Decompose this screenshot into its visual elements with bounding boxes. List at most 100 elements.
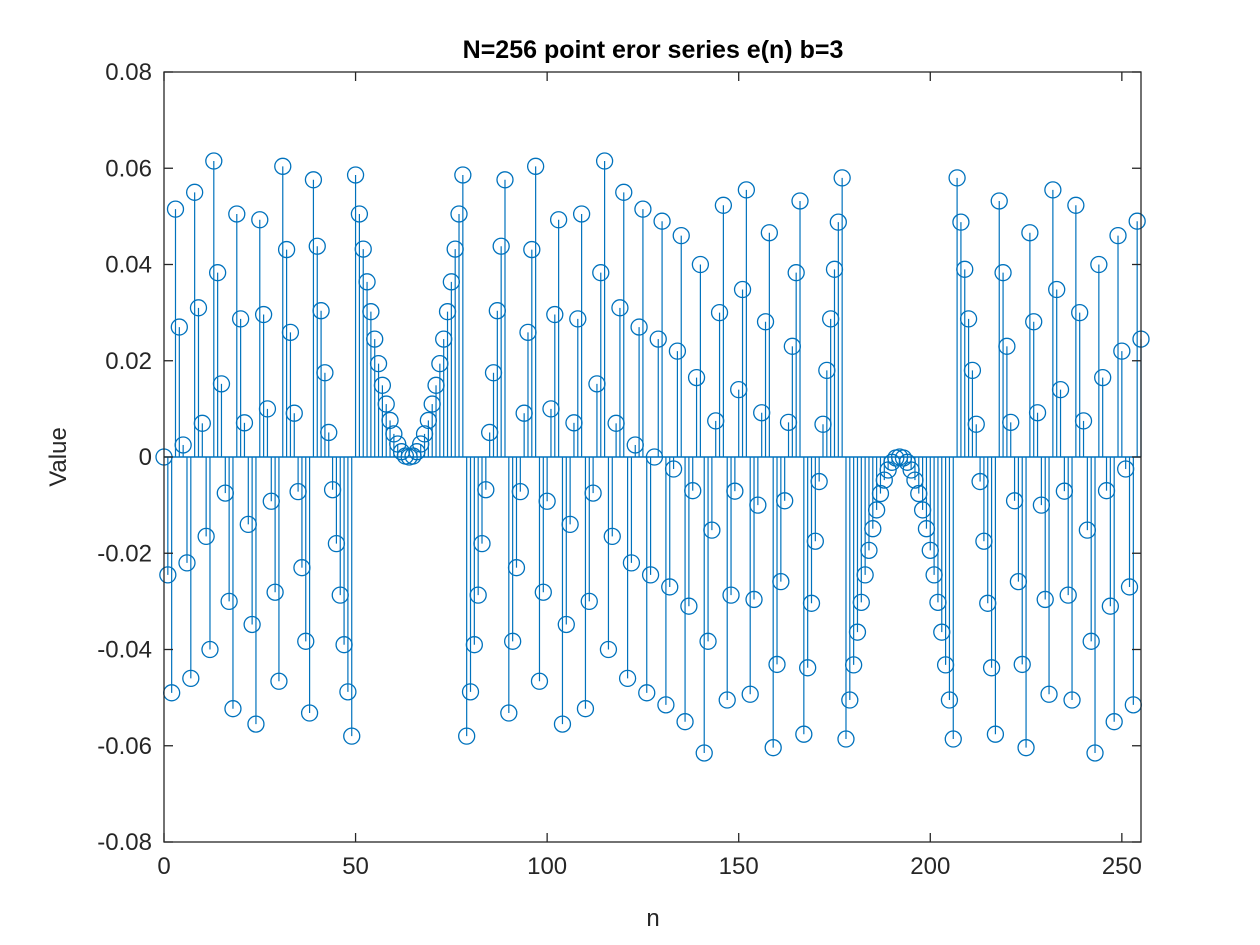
stem-marker	[753, 404, 771, 422]
stem-marker	[979, 594, 997, 612]
stem-marker	[216, 484, 234, 502]
stem-marker	[228, 205, 246, 223]
stem-marker	[998, 337, 1016, 355]
stem-marker	[412, 435, 430, 453]
stem-marker	[588, 375, 606, 393]
stem-marker	[565, 414, 583, 432]
stem-marker	[465, 636, 483, 654]
stem-marker	[1032, 496, 1051, 514]
stem-marker	[362, 303, 380, 321]
stem-marker	[1044, 181, 1062, 199]
stem-marker	[611, 299, 629, 317]
stem-marker	[300, 704, 319, 722]
stem-marker	[1036, 590, 1054, 609]
stem-marker	[408, 443, 426, 461]
stem-marker	[553, 715, 572, 733]
stem-marker	[952, 213, 970, 231]
y-axis-ticks: -0.08 -0.06 -0.04 -0.02 0 0.02 0.04 0.06 0.08	[97, 59, 1141, 856]
stem-marker	[423, 395, 441, 413]
stem-marker	[289, 482, 307, 501]
stem-marker	[323, 481, 342, 499]
stem-marker	[534, 583, 552, 601]
stem-marker	[492, 237, 510, 255]
stem-marker	[687, 368, 706, 387]
stem-marker	[205, 152, 223, 170]
x-axis-ticks: 0 50 100 150 200 250	[157, 72, 1142, 880]
stem-marker	[664, 460, 683, 478]
stem-marker	[1113, 342, 1131, 360]
stem-marker	[799, 659, 817, 677]
stem-marker	[645, 448, 664, 466]
stem-markers	[155, 152, 1150, 762]
stem-marker	[281, 323, 300, 342]
stem-marker	[1040, 685, 1058, 703]
stem-marker	[940, 691, 959, 709]
stem-marker	[159, 566, 177, 584]
y-tick-label: -0.08	[97, 829, 152, 856]
stem-marker	[867, 501, 886, 519]
x-tick-label: 50	[342, 853, 369, 880]
stem-marker	[695, 744, 713, 762]
stem-marker	[1067, 196, 1085, 214]
stem-marker	[921, 541, 939, 560]
stem-marker	[956, 260, 974, 278]
stem-marker	[871, 484, 890, 503]
stem-marker	[848, 623, 867, 641]
stem-marker	[810, 472, 828, 491]
stem-marker	[212, 375, 231, 393]
stem-marker	[814, 415, 832, 433]
stem-marker	[684, 482, 702, 500]
stem-marker	[576, 700, 595, 718]
stem-marker	[615, 183, 633, 201]
stem-marker	[837, 730, 855, 748]
stem-marker	[1055, 482, 1074, 500]
stem-marker	[963, 361, 982, 380]
stem-marker	[699, 632, 717, 650]
stem-marker	[959, 310, 978, 328]
chart-title: N=256 point eror series e(n) b=3	[463, 36, 844, 64]
stem-marker	[925, 566, 943, 584]
stem-marker	[852, 593, 870, 611]
stem-marker	[898, 453, 916, 471]
stem-marker	[1086, 744, 1104, 762]
stem-marker	[1002, 413, 1020, 432]
stem-marker	[277, 240, 296, 259]
stem-marker	[741, 685, 759, 703]
stem-marker	[622, 554, 641, 572]
stem-marker	[967, 415, 985, 433]
stem-marker	[772, 572, 790, 591]
stem-marker	[473, 534, 491, 553]
y-tick-label: 0	[139, 444, 152, 471]
stem-marker	[369, 354, 388, 373]
stem-marker	[343, 727, 361, 745]
stem-marker	[779, 413, 798, 432]
stem-marker	[707, 412, 725, 430]
stem-marker	[469, 586, 487, 604]
stem-marker	[431, 354, 449, 373]
stem-marker	[308, 237, 326, 255]
stem-marker	[672, 226, 690, 245]
stem-marker	[481, 423, 499, 442]
stem-marker	[833, 169, 851, 187]
stem-marker	[515, 404, 533, 422]
stem-marker	[297, 632, 315, 650]
stem-lines	[167, 161, 1142, 753]
stem-marker	[549, 211, 568, 229]
stem-marker	[526, 157, 545, 175]
stem-marker	[350, 205, 369, 223]
stem-marker	[358, 273, 376, 291]
stem-marker	[458, 727, 476, 745]
stem-marker	[247, 715, 265, 733]
stem-marker	[381, 411, 399, 430]
stem-marker	[879, 461, 897, 479]
stem-marker	[1051, 380, 1070, 399]
y-tick-label: 0.08	[105, 59, 152, 86]
stem-marker	[542, 400, 560, 418]
stem-marker	[1101, 597, 1119, 615]
stem-marker	[500, 704, 518, 722]
stem-marker	[507, 559, 526, 577]
stem-marker	[231, 310, 250, 328]
stem-marker	[266, 583, 284, 601]
stem-marker	[982, 659, 1001, 677]
